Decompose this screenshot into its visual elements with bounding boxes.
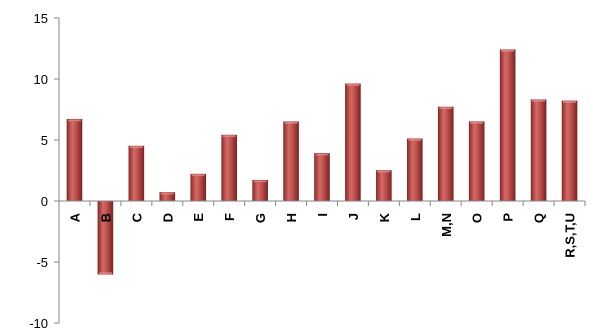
bar-cap [191,174,205,177]
y-tick-label: 0 [41,194,48,209]
bar-d [159,192,176,202]
bar-r-s-t-u [561,100,578,202]
bar [345,83,361,202]
x-category-label: R,S,T,U [563,213,578,258]
bar-cap [315,153,329,156]
bar [468,121,485,202]
bar-f [221,134,237,202]
x-category-label: J [346,213,361,220]
x-category-label: A [67,212,82,222]
bar-g [252,179,268,202]
bar-cap [129,146,143,149]
bar-cap [501,49,515,52]
bar [97,200,114,275]
bar [221,134,237,202]
category-labels: A B C D E F G H I J K L M,N O P Q R,S,T,U [67,212,577,257]
bar-cap [470,121,484,124]
bar-cap [98,272,112,275]
x-category-label: L [408,213,423,221]
bar-cap [532,99,546,102]
bar-o [468,121,485,202]
bar [283,121,299,202]
x-category-label: I [315,213,330,217]
bar [561,100,578,202]
x-category-label: C [129,212,144,222]
bar [252,179,268,202]
x-category-label: E [191,213,206,222]
x-category-label: Q [532,213,547,223]
x-category-label: P [501,213,516,222]
x-category-label: G [253,213,268,223]
bar [376,170,392,202]
bar-cap [67,119,81,122]
bar [530,99,547,202]
bar-i [314,153,330,202]
x-category-label: B [98,213,113,222]
bar-m-n [437,106,454,202]
bar [128,145,145,202]
bar [499,49,516,202]
x-category-label: H [284,213,299,222]
bar-l [407,138,423,202]
bar-cap [284,121,298,124]
x-axis [58,200,586,206]
bar-q [530,99,547,202]
x-category-label: O [470,213,485,223]
bar-cap [222,135,236,138]
bar-j [345,83,361,202]
bar-k [376,170,392,202]
bar-cap [408,138,422,141]
y-tick-label: 10 [34,72,48,87]
bar-b [97,200,114,275]
bar [407,138,423,202]
y-tick-label: 5 [41,133,48,148]
bar-cap [377,170,391,173]
bar-e [190,173,207,202]
y-tick-label: -5 [36,255,48,270]
bar-c [128,145,145,202]
bar [437,106,454,202]
bar-h [283,121,299,202]
x-category-label: K [377,212,392,222]
y-tick-label: -10 [29,316,48,329]
bar-a [66,118,83,202]
bar [314,153,330,202]
bar-cap [563,100,577,103]
bar-p [499,49,516,202]
bars [66,49,578,275]
bar [66,118,83,202]
bar-cap [346,83,360,86]
x-category-label: F [222,213,237,221]
bar [190,173,207,202]
bar-cap [160,192,174,195]
bar-cap [439,107,453,110]
x-category-label: M,N [439,213,454,237]
y-axis: -10 -5 0 5 10 15 [29,11,60,329]
bar-cap [253,180,267,183]
y-tick-label: 15 [34,11,48,26]
x-category-label: D [160,213,175,222]
